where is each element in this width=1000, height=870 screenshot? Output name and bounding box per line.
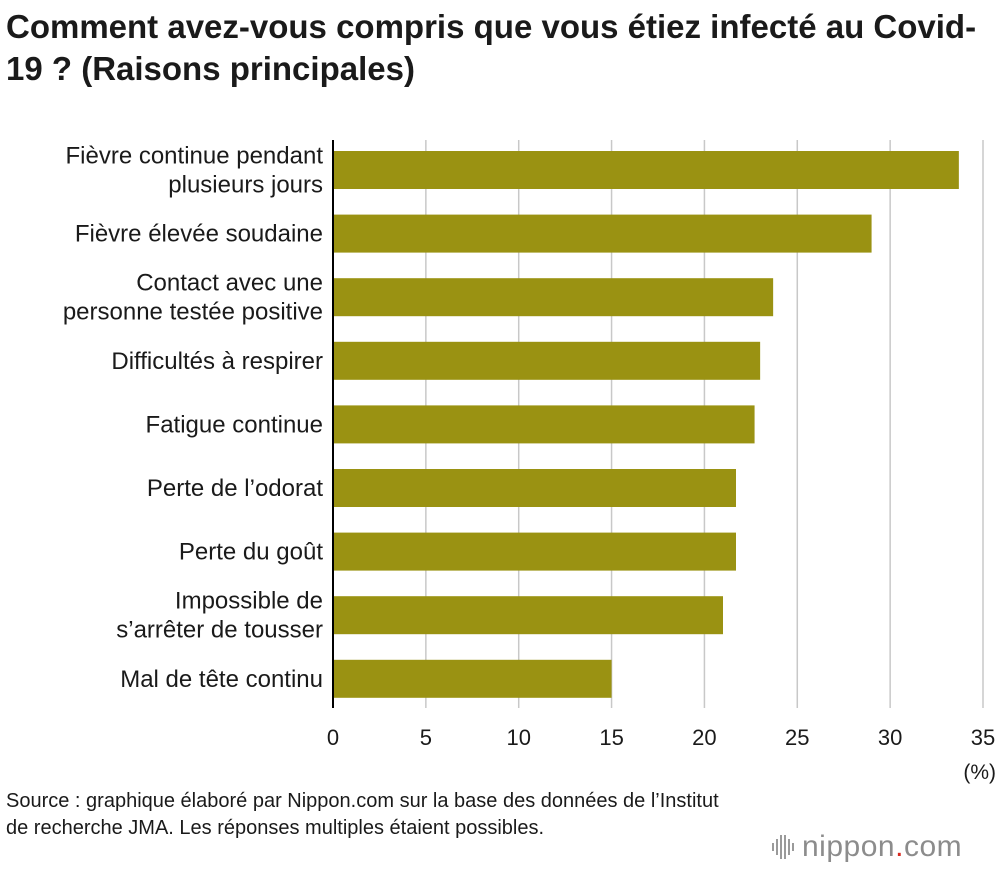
category-label-9-line-1: Mal de tête continu	[120, 666, 323, 693]
source-note: Source : graphique élaboré par Nippon.co…	[6, 790, 719, 839]
bar-1	[333, 151, 959, 189]
nippon-logo: nippon.com	[772, 832, 962, 862]
x-axis-unit-label: (%)	[963, 761, 996, 784]
category-label-7-line-1: Perte du goût	[179, 539, 323, 566]
bar-6	[333, 469, 736, 507]
category-label-5-line-1: Fatigue continue	[146, 411, 323, 438]
bar-5	[333, 405, 755, 444]
bar-4	[333, 341, 761, 380]
category-label-6-line-1: Perte de l’odorat	[147, 475, 323, 502]
category-label-4-line-1: Difficultés à respirer	[111, 348, 323, 375]
bar-3	[333, 278, 774, 317]
x-tick-label-10: 10	[506, 725, 530, 750]
category-label-2-line-1: Fièvre élevée soudaine	[75, 221, 323, 248]
x-tick-label-0: 0	[327, 725, 339, 750]
x-tick-label-5: 5	[420, 725, 432, 750]
category-label-8-line-2: s’arrêter de tousser	[116, 617, 323, 644]
bar-2	[333, 214, 872, 253]
category-label-1-line-1: Fièvre continue pendant	[65, 143, 323, 170]
x-tick-label-25: 25	[785, 725, 809, 750]
category-label-3-line-1: Contact avec une	[136, 270, 323, 297]
bar-7	[333, 532, 736, 571]
category-label-8-line-1: Impossible de	[175, 588, 323, 615]
category-label-1-line-2: plusieurs jours	[168, 172, 323, 199]
logo-suffix: com	[903, 830, 963, 863]
logo-dot: .	[895, 830, 904, 863]
x-tick-label-15: 15	[599, 725, 623, 750]
bars	[333, 151, 959, 698]
x-tick-label-30: 30	[878, 725, 902, 750]
bar-9	[333, 659, 612, 698]
bar-8	[333, 596, 723, 635]
x-tick-labels: 0 5 10 15 20 25 30 35 (%)	[327, 725, 996, 784]
logo-name: nippon	[802, 830, 896, 863]
nippon-logo-text: nippon.com	[802, 832, 962, 862]
nippon-logo-icon	[772, 835, 794, 859]
chart-title: Comment avez-vous compris que vous étiez…	[6, 8, 977, 87]
x-tick-label-35: 35	[971, 725, 995, 750]
x-tick-label-20: 20	[692, 725, 716, 750]
category-label-3-line-2: personne testée positive	[63, 299, 323, 326]
